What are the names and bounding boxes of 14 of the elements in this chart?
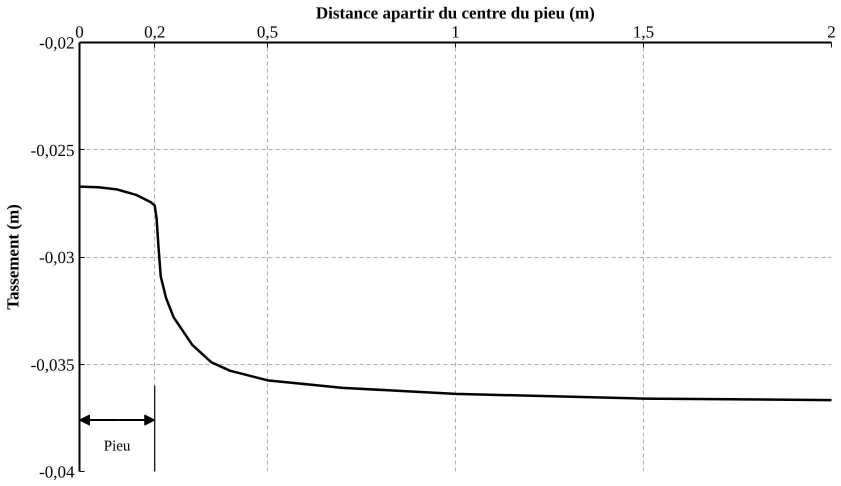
x-axis-title: Distance apartir du centre du pieu (m)	[316, 4, 595, 22]
y-tick-label: -0,02	[39, 34, 75, 52]
x-tick-label: 0,2	[144, 22, 166, 42]
y-tick-label: -0,025	[30, 140, 75, 160]
x-tick-label: 1,5	[632, 22, 654, 42]
y-tick-label: -0,04	[39, 462, 75, 482]
y-tick-label: -0,035	[30, 355, 75, 374]
x-tick-label: 2	[827, 22, 836, 42]
ref-line-label: Pieu	[104, 438, 131, 454]
x-tick-label: 0,5	[256, 22, 278, 42]
y-axis-title: Tassement (m)	[4, 204, 23, 310]
x-tick-label: 0	[75, 22, 84, 42]
y-tick-label: -0,03	[39, 248, 75, 267]
x-tick-label: 1	[451, 22, 460, 42]
